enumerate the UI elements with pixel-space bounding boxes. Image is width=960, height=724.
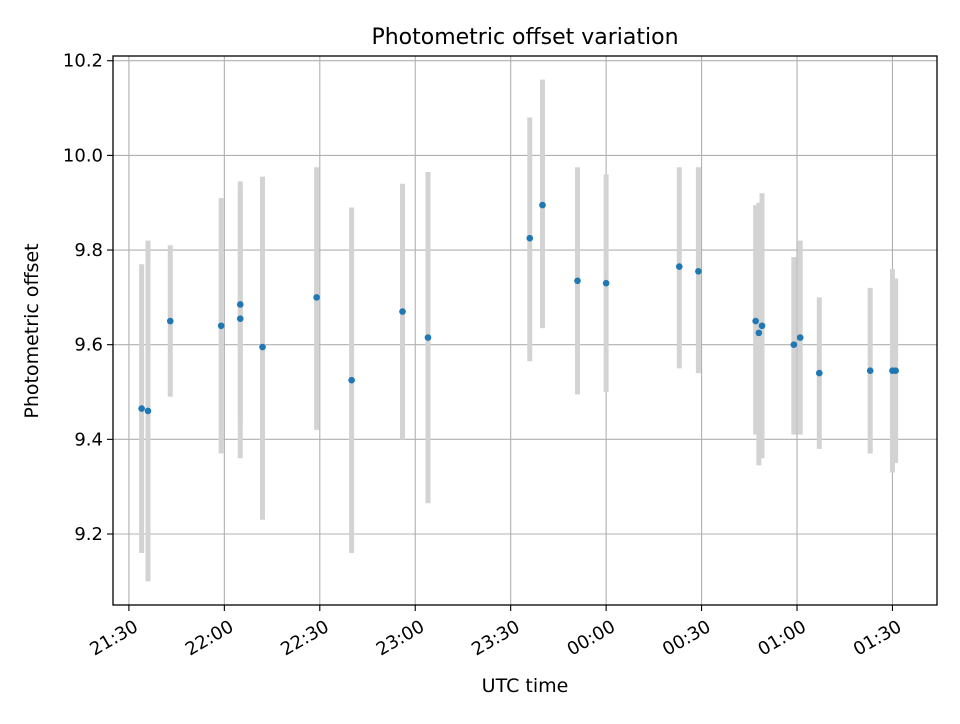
x-tick-label: 22:00 (182, 616, 237, 660)
y-axis-label: Photometric offset (21, 243, 43, 418)
data-point (313, 294, 320, 301)
data-point (424, 334, 432, 341)
data-point (796, 334, 804, 341)
data-point (866, 367, 874, 375)
y-tick-label: 10.2 (63, 51, 103, 72)
data-point (144, 407, 152, 415)
x-axis-ticks: 21:30 22:00 22:30 23:00 23:30 00:00 00:30 01:00… (86, 605, 905, 660)
grid (113, 56, 937, 605)
plot-frame (112, 55, 938, 606)
x-tick-label: 23:00 (373, 616, 428, 660)
y-tick-label: 9.4 (74, 429, 103, 450)
data-point (217, 322, 225, 330)
y-tick-label: 9.8 (74, 240, 103, 261)
x-tick-label: 01:00 (754, 616, 809, 660)
data-point (236, 301, 244, 308)
y-tick-label: 10.0 (63, 145, 103, 166)
y-tick-label: 9.2 (74, 524, 103, 545)
data-point (755, 329, 763, 337)
x-axis-label: UTC time (482, 675, 569, 697)
x-tick-label: 00:00 (564, 616, 619, 660)
data-point (676, 263, 683, 270)
x-tick-label: 00:30 (659, 616, 714, 660)
data-point (752, 317, 759, 325)
x-tick-label: 01:30 (850, 616, 905, 660)
y-axis-ticks: 9.2 9.4 9.6 9.8 10.0 10.2 (63, 51, 113, 545)
data-point (259, 343, 266, 351)
chart-title: Photometric offset variation (371, 25, 678, 50)
data-point (526, 234, 534, 242)
data-point (758, 322, 766, 330)
data-points (138, 201, 899, 415)
data-point (138, 405, 145, 412)
y-tick-label: 9.6 (74, 335, 103, 356)
x-tick-label: 23:30 (468, 616, 523, 660)
data-point (790, 341, 798, 348)
data-point (236, 315, 244, 322)
x-tick-label: 21:30 (86, 616, 141, 660)
data-point (892, 367, 899, 375)
data-point (348, 376, 355, 384)
data-point (399, 308, 406, 315)
data-point (574, 277, 581, 285)
data-point (539, 201, 546, 209)
data-point (602, 279, 610, 287)
data-point (695, 268, 702, 275)
data-point (815, 369, 823, 377)
data-point (166, 317, 174, 325)
x-tick-label: 22:30 (277, 616, 332, 660)
